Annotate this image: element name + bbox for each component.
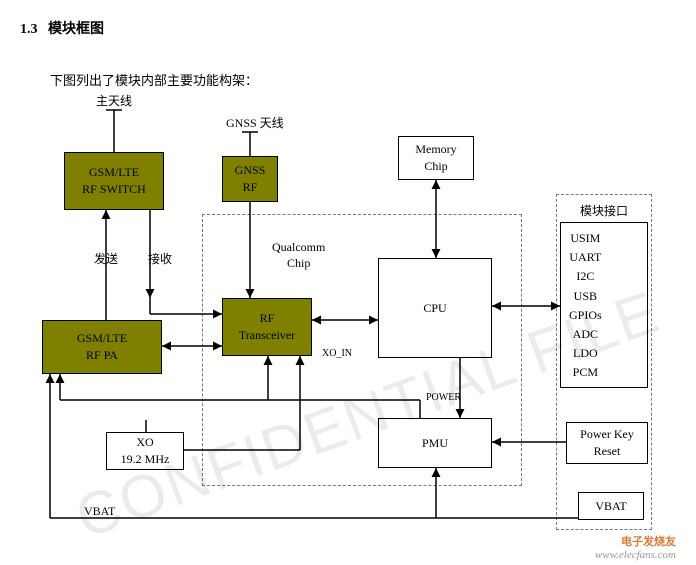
tx-label: 发送 [94, 250, 118, 267]
rf-switch-line1: GSM/LTE [89, 164, 139, 181]
rf-trx-line1: RF [260, 310, 275, 327]
gnss-rf-line1: GNSS [235, 162, 266, 179]
pkey-line1: Power Key [580, 426, 634, 443]
gnss-antenna-label: GNSS 天线 [226, 114, 284, 131]
power-key-block: Power Key Reset [566, 422, 648, 464]
pkey-line2: Reset [594, 443, 621, 460]
vbat-block: VBAT [578, 492, 644, 520]
rx-label: 接收 [148, 250, 172, 267]
intro-text: 下图列出了模块内部主要功能构架： [50, 70, 258, 89]
rf-pa-line2: RF PA [86, 347, 118, 364]
mem-line1: Memory [415, 141, 456, 158]
rf-switch-line2: RF SWITCH [82, 181, 146, 198]
gnss-rf-block: GNSS RF [222, 156, 278, 202]
rf-pa-block: GSM/LTE RF PA [42, 320, 162, 374]
section-number: 1.3 模块框图 [20, 18, 104, 38]
heading-title: 模块框图 [48, 22, 104, 37]
rf-transceiver-block: RF Transceiver [222, 298, 312, 356]
interface-item: USIM [569, 229, 602, 248]
pmu-label: PMU [422, 435, 448, 452]
heading-num: 1.3 [20, 22, 38, 37]
xo-in-label: XO_IN [322, 348, 352, 359]
footer-url: www.elecfans.com [595, 549, 676, 561]
rf-pa-line1: GSM/LTE [77, 330, 127, 347]
memory-chip-block: Memory Chip [398, 136, 474, 180]
rf-trx-line2: Transceiver [239, 327, 295, 344]
xo-line1: XO [136, 434, 153, 451]
gnss-rf-line2: RF [243, 179, 258, 196]
mem-line2: Chip [424, 158, 447, 175]
interface-item: UART [569, 248, 602, 267]
vbat-box-label: VBAT [595, 498, 626, 515]
rf-switch-block: GSM/LTE RF SWITCH [64, 152, 164, 210]
footer-brand: 电子发烧友 [621, 533, 676, 549]
interface-item: I2C [569, 267, 602, 286]
cpu-label: CPU [423, 300, 446, 317]
interface-title: 模块接口 [580, 202, 628, 219]
main-antenna-label: 主天线 [96, 92, 132, 109]
qualcomm-label: Qualcomm Chip [272, 240, 325, 271]
